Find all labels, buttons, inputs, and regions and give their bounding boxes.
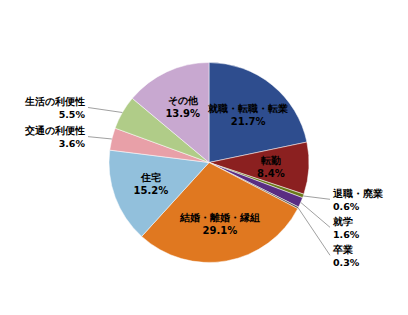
- svg-text:退職・廃業0.6%: 退職・廃業0.6%: [332, 188, 383, 212]
- svg-text:交通の利便性3.6%: 交通の利便性3.6%: [24, 125, 85, 149]
- svg-text:生活の利便性5.5%: 生活の利便性5.5%: [24, 96, 85, 120]
- svg-text:転勤8.4%: 転勤8.4%: [257, 155, 285, 179]
- svg-text:卒業0.3%: 卒業0.3%: [332, 244, 360, 268]
- svg-text:住宅15.2%: 住宅15.2%: [133, 172, 168, 196]
- svg-text:就職・転職・転業21.7%: 就職・転職・転業21.7%: [207, 103, 288, 127]
- svg-text:その他13.9%: その他13.9%: [165, 95, 200, 119]
- svg-text:就学1.6%: 就学1.6%: [332, 216, 360, 240]
- svg-text:結婚・離婚・縁組29.1%: 結婚・離婚・縁組29.1%: [179, 212, 260, 236]
